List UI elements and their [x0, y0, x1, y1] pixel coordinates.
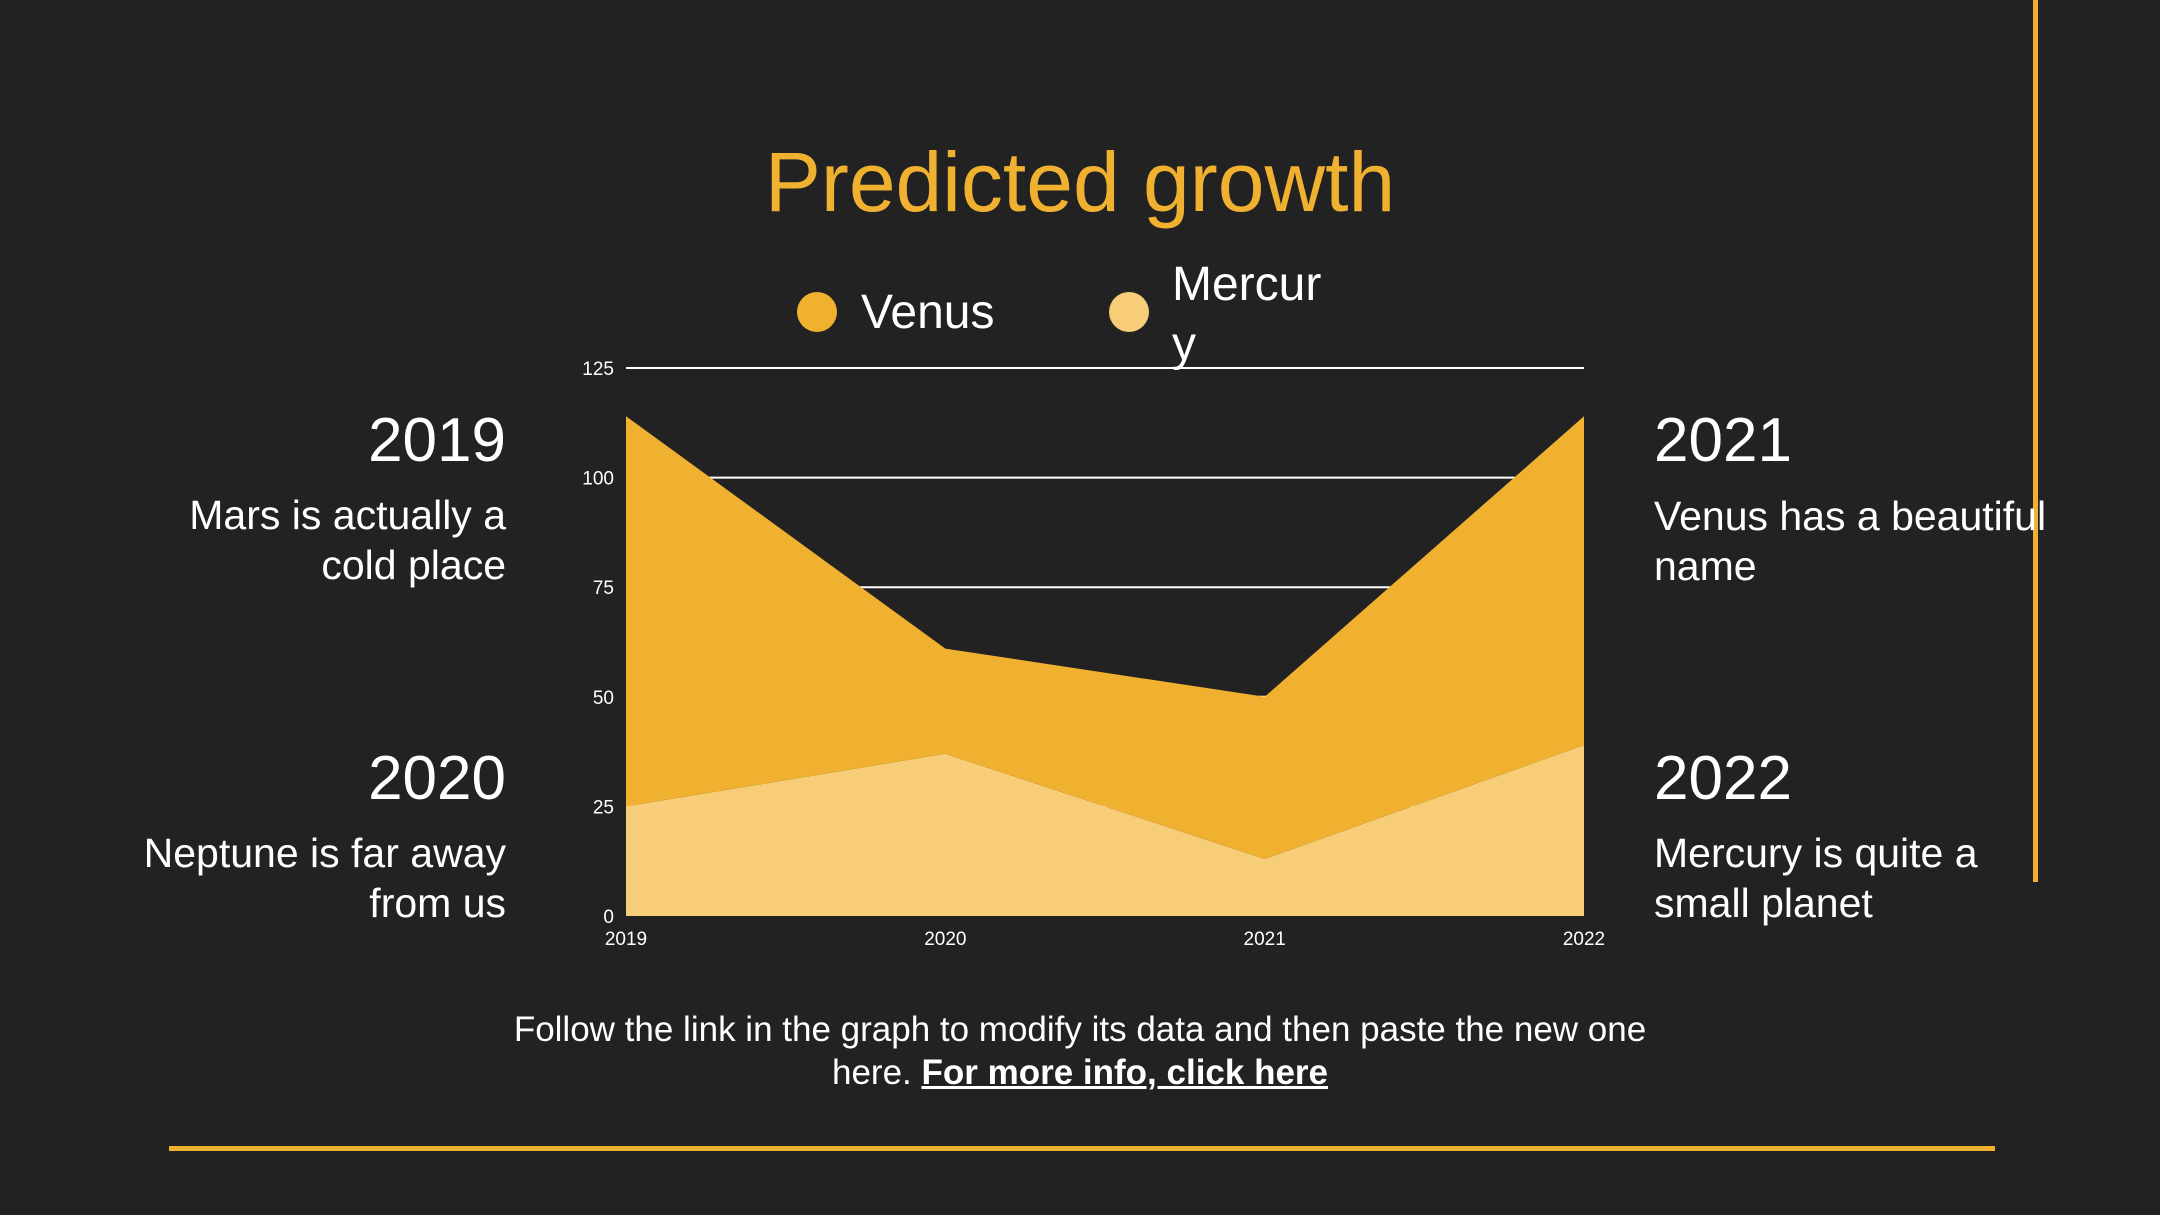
note-year-2022: 2022 [1654, 744, 1792, 813]
legend-label-mercury: Mercury [1172, 258, 1322, 371]
slide-title: Predicted growth [764, 135, 1396, 229]
y-tick-label-75: 75 [593, 578, 614, 599]
x-tick-label-2021: 2021 [1244, 929, 1286, 950]
x-tick-label-2022: 2022 [1563, 929, 1605, 950]
note-text-2020: Neptune is far away from us [143, 830, 506, 926]
note-text-2019: Mars is actually a cold place [189, 492, 506, 588]
y-tick-label-125: 125 [582, 359, 614, 380]
note-text-2022: Mercury is quite a small planet [1654, 830, 1978, 926]
area-mercury [626, 745, 1584, 916]
x-tick-label-2020: 2020 [924, 929, 966, 950]
y-tick-label-25: 25 [593, 797, 614, 818]
area-venus [626, 416, 1584, 860]
legend-label-venus: Venus [861, 286, 995, 339]
legend-dot-venus [797, 292, 837, 332]
y-tick-label-100: 100 [582, 469, 614, 490]
y-tick-label-0: 0 [603, 907, 614, 928]
x-tick-label-2019: 2019 [605, 929, 647, 950]
note-text-2021: Venus has a beautiful name [1654, 493, 2047, 589]
accent-vertical-line [2033, 0, 2038, 882]
y-tick-label-50: 50 [593, 688, 614, 709]
footer-text: Follow the link in the graph to modify i… [513, 1010, 1647, 1092]
footer-note: Follow the link in the graph to modify i… [480, 1008, 1680, 1094]
note-year-2019: 2019 [368, 406, 506, 475]
accent-horizontal-line [169, 1146, 1995, 1151]
more-info-link[interactable]: For more info, click here [921, 1053, 1329, 1092]
note-year-2021: 2021 [1654, 406, 1792, 475]
legend-dot-mercury [1109, 292, 1149, 332]
note-year-2020: 2020 [368, 744, 506, 813]
